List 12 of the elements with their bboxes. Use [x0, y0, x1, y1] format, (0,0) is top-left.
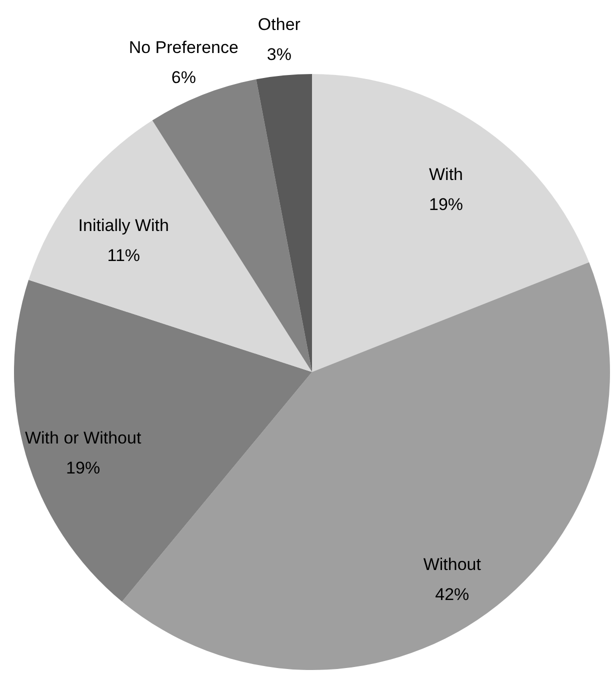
- data-label: 11%: [107, 246, 140, 265]
- data-label: 19%: [66, 458, 100, 478]
- data-label: 42%: [435, 584, 470, 604]
- slice-label: Other: [258, 14, 301, 34]
- data-label: 6%: [171, 68, 196, 87]
- slice-label: Without: [423, 554, 482, 574]
- slice-label: With: [429, 164, 463, 184]
- slice-label: Initially With: [78, 216, 169, 235]
- data-label: 3%: [266, 44, 292, 64]
- slice-label: With or Without: [24, 428, 142, 448]
- data-label: 19%: [428, 194, 464, 214]
- slice-label: No Preference: [128, 38, 238, 57]
